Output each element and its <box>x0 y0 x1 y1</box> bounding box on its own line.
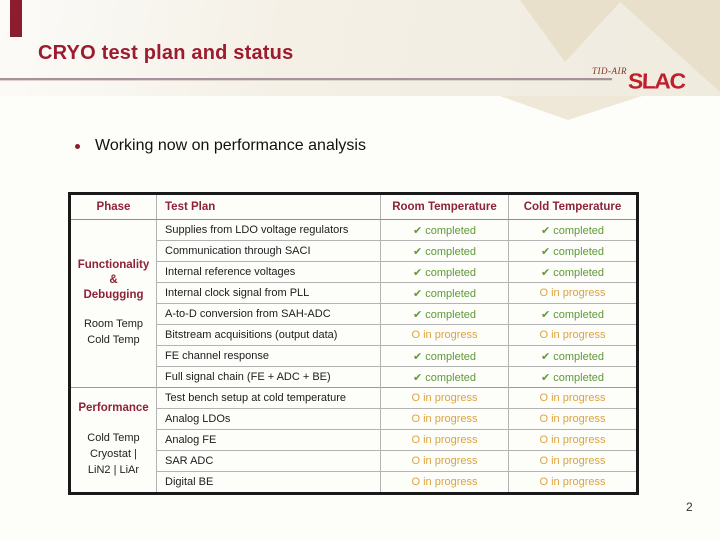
table-row: Digital BE O in progress O in progress <box>70 471 638 494</box>
cold-status-cell: ✔ completed <box>508 261 638 283</box>
room-status-cell: ✔ completed <box>380 303 509 325</box>
header-deco-tip <box>500 96 642 120</box>
room-status-cell: ✔ completed <box>380 219 509 241</box>
table-row: Internal clock signal from PLL ✔ complet… <box>70 282 638 304</box>
phase-line: Functionality <box>77 258 150 271</box>
room-status-cell: O in progress <box>380 429 509 451</box>
room-status-cell: ✔ completed <box>380 282 509 304</box>
table-row: Analog FE O in progress O in progress <box>70 429 638 451</box>
room-status-cell: ✔ completed <box>380 261 509 283</box>
room-status-cell: O in progress <box>380 408 509 430</box>
page-number: 2 <box>686 500 693 514</box>
room-status-cell: O in progress <box>380 471 509 494</box>
phase-title: Functionality & Debugging <box>78 258 150 303</box>
phase-sub-line: Room Temp <box>83 318 144 331</box>
cold-status-cell: ✔ completed <box>508 366 638 388</box>
phase-line: Performance <box>78 402 149 415</box>
col-header-test-plan: Test Plan <box>156 193 381 220</box>
phase-sub-line: Cold Temp <box>87 334 140 347</box>
table-row: FE channel response ✔ completed ✔ comple… <box>70 345 638 367</box>
cold-status-cell: O in progress <box>508 429 638 451</box>
phase-sub-line: Cold Temp <box>87 432 140 445</box>
room-status-cell: ✔ completed <box>380 240 509 262</box>
table-row: Internal reference voltages ✔ completed … <box>70 261 638 283</box>
table-row: Full signal chain (FE + ADC + BE) ✔ comp… <box>70 366 638 388</box>
room-status-cell: O in progress <box>380 387 509 409</box>
table-header-row: Phase Test Plan Room Temperature Cold Te… <box>69 193 638 220</box>
test-plan-cell: Analog LDOs <box>156 408 381 430</box>
phase-line: Debugging <box>83 288 144 301</box>
cold-status-cell: O in progress <box>508 324 638 346</box>
accent-bar <box>10 0 22 37</box>
table-row: Functionality & Debugging Room Temp Cold… <box>69 219 638 388</box>
phase-subtext: Cold Temp Cryostat | LiN2 | LiAr <box>87 431 139 479</box>
phase-cell-functionality-debugging: Functionality & Debugging Room Temp Cold… <box>69 219 157 388</box>
test-plan-table: Phase Test Plan Room Temperature Cold Te… <box>68 192 639 495</box>
room-status-cell: ✔ completed <box>380 366 509 388</box>
test-plan-cell: Test bench setup at cold temperature <box>156 387 381 409</box>
cold-status-cell: ✔ completed <box>508 303 638 325</box>
cold-status-cell: O in progress <box>508 387 638 409</box>
slide-title: CRYO test plan and status <box>38 42 294 64</box>
table-row: SAR ADC O in progress O in progress <box>70 450 638 472</box>
phase-subtext: Room Temp Cold Temp <box>84 317 143 349</box>
phase-sub-line: LiN2 | LiAr <box>87 463 140 476</box>
phase-title: Performance <box>78 401 148 416</box>
bullet-item: Working now on performance analysis <box>75 137 366 155</box>
cold-status-cell: O in progress <box>508 282 638 304</box>
test-plan-cell: Digital BE <box>156 471 381 494</box>
slac-logo: SLAC <box>627 68 686 94</box>
table-row: Bitstream acquisitions (output data) O i… <box>70 324 638 346</box>
cold-status-cell: O in progress <box>508 408 638 430</box>
test-plan-cell: Full signal chain (FE + ADC + BE) <box>156 366 381 388</box>
table-row: Communication through SACI ✔ completed ✔… <box>70 240 638 262</box>
cold-status-cell: ✔ completed <box>540 224 605 237</box>
bullet-icon <box>75 143 80 149</box>
table-row: Analog LDOs O in progress O in progress <box>70 408 638 430</box>
cold-status-cell: O in progress <box>508 471 638 494</box>
bullet-text: Working now on performance analysis <box>95 137 366 154</box>
tid-air-label: TID-AIR <box>592 66 627 76</box>
phase-sub-line: Cryostat | <box>90 448 137 460</box>
phase-line: & <box>109 273 118 286</box>
phase-cell-performance: Performance Cold Temp Cryostat | LiN2 | … <box>69 387 157 494</box>
test-plan-cell: Internal clock signal from PLL <box>156 282 381 304</box>
test-plan-cell: Supplies from LDO voltage regulators <box>156 219 381 241</box>
room-status-cell: O in progress <box>380 324 509 346</box>
test-plan-cell: Analog FE <box>156 429 381 451</box>
room-status-cell: ✔ completed <box>380 345 509 367</box>
table-row: Performance Cold Temp Cryostat | LiN2 | … <box>69 387 638 494</box>
table-row: A-to-D conversion from SAH-ADC ✔ complet… <box>70 303 638 325</box>
room-status-cell: O in progress <box>380 450 509 472</box>
test-plan-cell: FE channel response <box>156 345 381 367</box>
test-plan-cell: Communication through SACI <box>156 240 381 262</box>
col-header-room-temperature: Room Temperature <box>380 193 509 220</box>
cold-status-cell: O in progress <box>508 450 638 472</box>
col-header-cold-temperature: Cold Temperature <box>508 193 638 220</box>
test-plan-cell: A-to-D conversion from SAH-ADC <box>156 303 381 325</box>
col-header-phase: Phase <box>69 193 157 220</box>
slide-header: CRYO test plan and status TID-AIR SLAC <box>0 0 720 96</box>
header-rule <box>0 78 612 81</box>
test-plan-cell: Internal reference voltages <box>156 261 381 283</box>
cold-status-cell: ✔ completed <box>508 345 638 367</box>
cold-status-cell: ✔ completed <box>508 240 638 262</box>
test-plan-cell: SAR ADC <box>156 450 381 472</box>
test-plan-cell: Bitstream acquisitions (output data) <box>156 324 381 346</box>
